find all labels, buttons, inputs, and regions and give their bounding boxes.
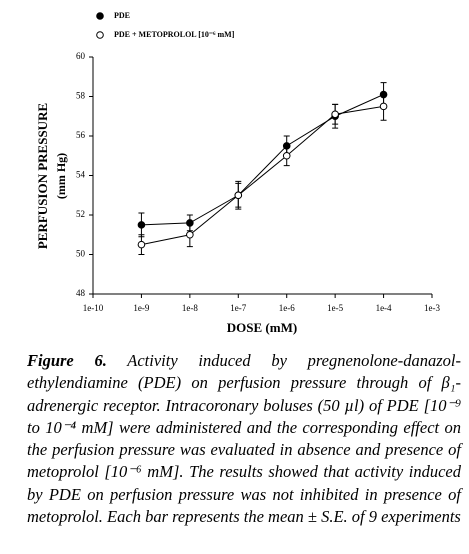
x-tick-label: 1e-9: [133, 303, 149, 313]
x-tick-label: 1e-8: [182, 303, 198, 313]
x-tick-label: 1e-4: [376, 303, 392, 313]
legend-marker: [96, 12, 104, 20]
y-tick-label: 52: [76, 209, 85, 219]
marker: [137, 240, 146, 249]
marker: [379, 102, 388, 111]
x-tick-label: 1e-3: [424, 303, 440, 313]
series-line: [141, 105, 384, 246]
series-line: [141, 94, 384, 226]
y-tick-label: 48: [76, 288, 86, 298]
marker: [186, 230, 194, 239]
x-tick-label: 1e-10: [83, 303, 104, 313]
x-tick-label: 1e-6: [279, 303, 295, 313]
legend-label: PDE + METOPROLOL [10⁻⁶ mM]: [114, 30, 235, 39]
y-axis-label: PERFUSION PRESSURE: [35, 103, 50, 249]
marker: [331, 110, 339, 119]
y-axis-label: (mm Hg): [54, 153, 68, 199]
marker: [282, 151, 291, 160]
chart: DOSE (mM) PERFUSION PRESSURE (mm Hg) 48 5…: [35, 11, 441, 335]
y-tick-label: 56: [76, 130, 86, 140]
caption-label: Figure 6.: [27, 351, 107, 370]
y-tick-label: 60: [76, 51, 86, 61]
y-tick-label: 50: [76, 249, 86, 259]
legend-marker: [96, 31, 104, 39]
x-axis-label: DOSE (mM): [227, 320, 297, 335]
x-tick-label: 1e-5: [327, 303, 343, 313]
y-tick-label: 58: [76, 91, 86, 101]
legend-label: PDE: [114, 11, 130, 20]
caption: Figure 6. Activity induced by pregnenolo…: [27, 350, 461, 528]
y-tick-label: 54: [76, 170, 86, 180]
marker: [137, 221, 146, 229]
marker: [234, 191, 243, 200]
caption-text: Activity induced by pregnenolone-danazol…: [27, 351, 461, 527]
x-tick-label: 1e-7: [230, 303, 246, 313]
